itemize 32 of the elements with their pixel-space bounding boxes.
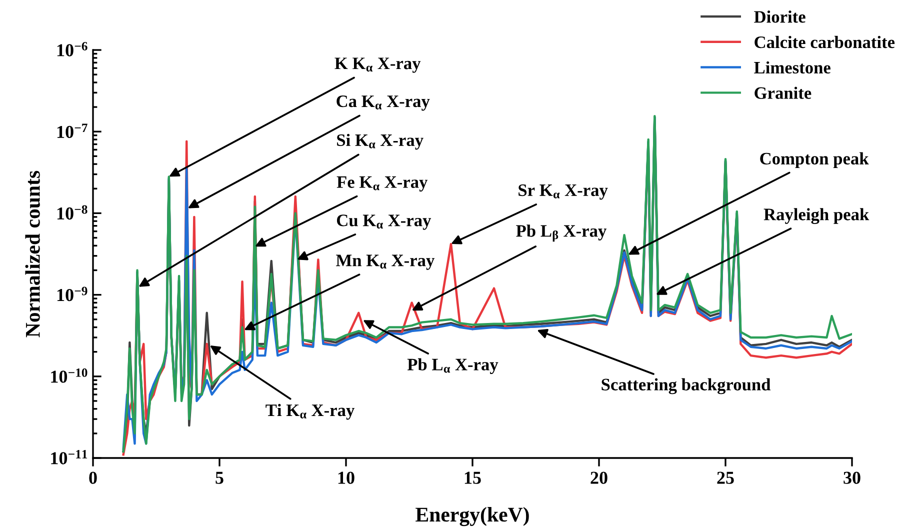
legend-label: Limestone [754, 61, 830, 74]
annotation: Mn K$_{α}$ X-ray [336, 254, 434, 270]
annotation: Cu K$_{α}$ X-ray [336, 214, 432, 230]
y-tick-label: 10$^{−8}$ [57, 205, 88, 220]
y-tick-label: 10$^{−10}$ [51, 368, 88, 383]
legend-label: Granite [754, 86, 812, 99]
x-tick-label: 30 [844, 472, 860, 484]
annotation: Rayleigh peak [764, 208, 870, 224]
y-tick-label: 10$^{−7}$ [57, 124, 88, 138]
annotation: K K$_{α}$ X-ray [334, 58, 421, 73]
x-axis-title: Energy(keV) [416, 507, 529, 526]
annotation: Ti K$_{α}$ X-ray [266, 404, 354, 420]
x-tick-label: 15 [464, 472, 481, 484]
annotation: Compton peak [760, 152, 869, 168]
y-tick-label: 10$^{−9}$ [57, 286, 88, 302]
x-tick-label: 0 [89, 472, 97, 484]
y-tick-label: 10$^{−6}$ [57, 42, 88, 56]
x-tick-label: 25 [717, 472, 734, 484]
annotation: Pb L$_{β}$ X-ray [516, 224, 606, 242]
annotation: Scattering background [602, 378, 771, 394]
annotation: Ca K$_{α}$ X-ray [336, 95, 430, 111]
x-tick-label: 5 [216, 472, 224, 484]
y-axis-title: Normalized counts [25, 170, 40, 338]
legend-label: Diorite [754, 10, 806, 23]
x-tick-label: 10 [338, 472, 354, 484]
annotation: Si K$_{α}$ X-ray [337, 134, 424, 150]
legend-label: Calcite carbonatite [754, 36, 895, 48]
annotation: Sr K$_{α}$ X-ray [518, 184, 608, 200]
x-tick-label: 20 [590, 472, 608, 484]
annotation: Fe K$_{α}$ X-ray [336, 176, 428, 192]
annotation: Pb L$_{α}$ X-ray [407, 358, 498, 374]
y-tick-label: 10$^{−11}$ [51, 450, 88, 464]
